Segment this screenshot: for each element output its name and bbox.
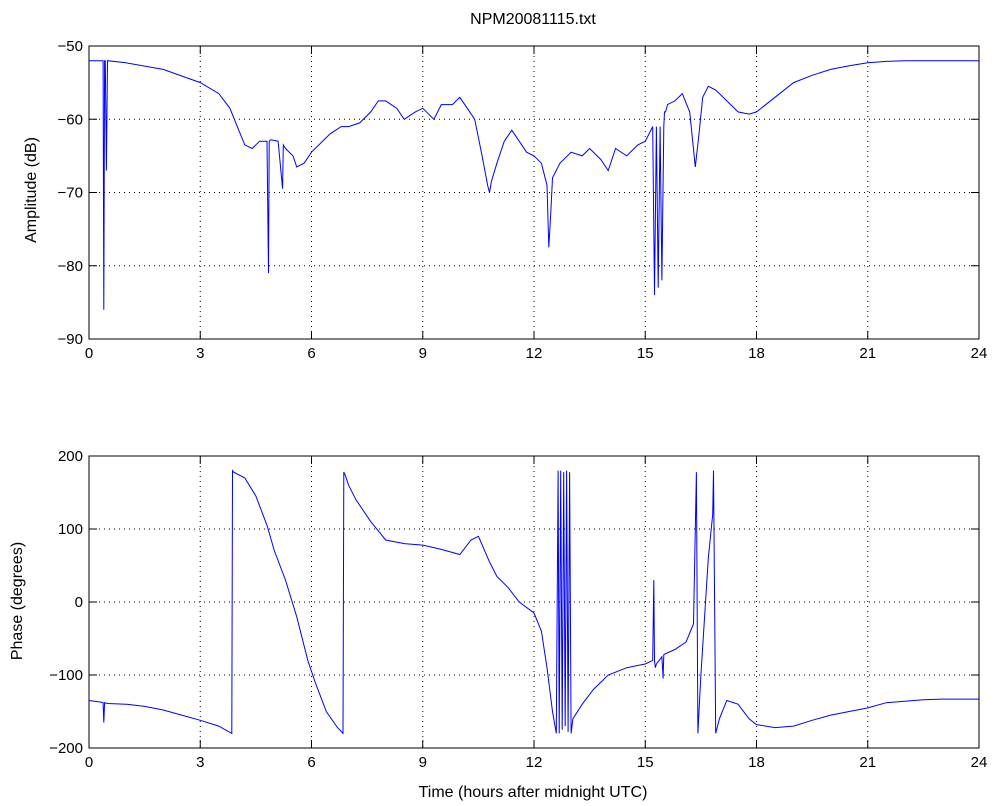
phase-y-tick-label: 100 [58,521,83,538]
amplitude-x-tick-label: 18 [748,345,765,362]
amplitude-x-tick-label: 9 [419,345,427,362]
amplitude-x-tick-label: 6 [307,345,315,362]
phase-x-tick-label: 0 [85,754,93,771]
phase-x-tick-label: 24 [971,754,988,771]
phase-series-line [88,469,979,735]
amplitude-series-line [89,60,979,310]
phase-x-tick-label: 12 [526,754,543,771]
amplitude-y-tick-label: −70 [58,185,83,202]
phase-x-tick-label: 18 [748,754,765,771]
phase-x-tick-label: 9 [419,754,427,771]
amplitude-y-axis-label: Amplitude (dB) [23,137,40,243]
phase-x-tick-label: 6 [307,754,315,771]
amplitude-y-tick-label: −60 [58,111,83,128]
amplitude-x-tick-label: 15 [637,345,654,362]
amplitude-y-tick-label: −80 [58,258,83,275]
phase-x-tick-label: 15 [637,754,654,771]
chart-title: NPM20081115.txt [470,11,596,28]
amplitude-x-tick-label: 12 [526,345,543,362]
amplitude-x-tick-label: 0 [85,345,93,362]
amplitude-x-tick-label: 3 [196,345,204,362]
phase-axes: 0 3 6 9 12 15 18 21 24 −200 −100 0 100 200 [49,448,987,771]
time-x-axis-label: Time (hours after midnight UTC) [419,784,648,801]
amplitude-x-tick-label: 24 [971,345,988,362]
amplitude-y-tick-label: −90 [58,331,83,348]
amplitude-axes: 0 3 6 9 12 15 18 21 24 −90 −80 −70 −60 −50 [58,38,988,362]
amplitude-x-tick-label: 21 [859,345,876,362]
phase-y-tick-label: −100 [49,667,83,684]
phase-x-tick-label: 3 [196,754,204,771]
phase-x-tick-label: 21 [859,754,876,771]
phase-y-axis-label: Phase (degrees) [9,542,26,660]
amplitude-y-tick-label: −50 [58,38,83,55]
phase-y-tick-label: −200 [49,740,83,757]
phase-y-tick-label: 200 [58,448,83,465]
phase-y-tick-label: 0 [75,594,83,611]
